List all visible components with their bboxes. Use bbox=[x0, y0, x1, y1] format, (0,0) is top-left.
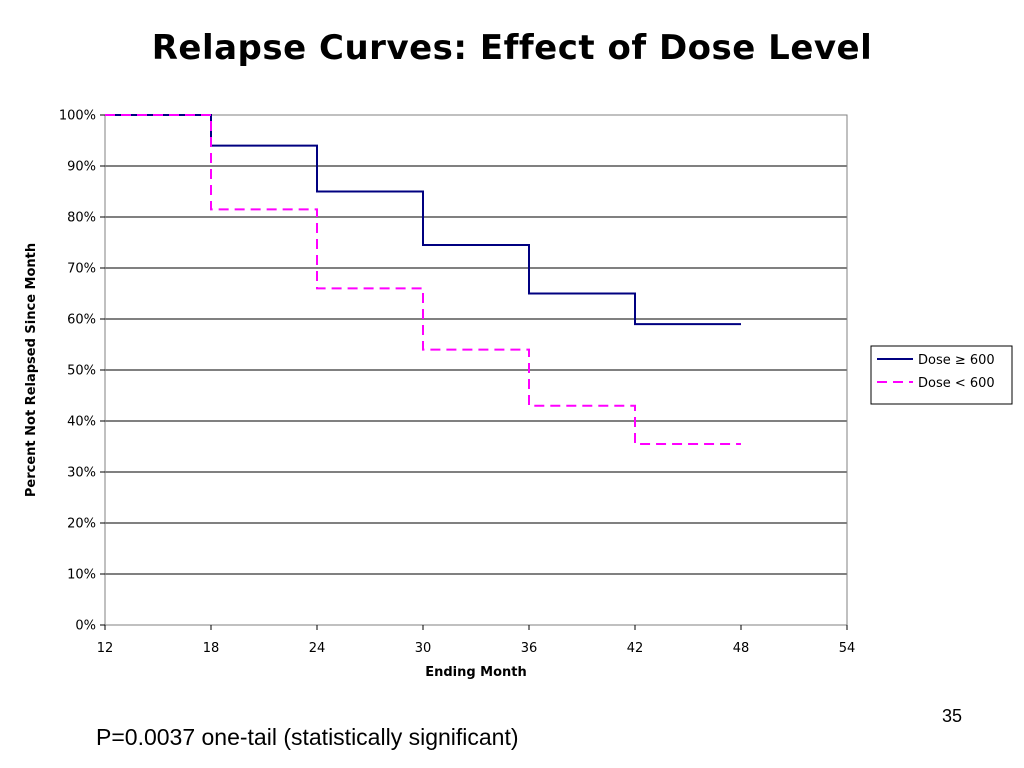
x-tick-label: 30 bbox=[415, 641, 432, 656]
x-tick-labels: 12 18 24 30 36 42 48 54 bbox=[97, 625, 856, 656]
y-tick-label: 20% bbox=[67, 517, 96, 532]
y-tick-label: 60% bbox=[67, 313, 96, 328]
series-line-2 bbox=[105, 114, 741, 445]
x-tick-label: 12 bbox=[97, 641, 114, 656]
slide-title: Relapse Curves: Effect of Dose Level bbox=[151, 28, 873, 68]
y-tick-label: 80% bbox=[67, 211, 96, 226]
slide-number: 35 bbox=[941, 706, 962, 726]
y-tick-label: 50% bbox=[67, 364, 96, 379]
x-tick-label: 42 bbox=[627, 641, 644, 656]
legend: Dose ≥ 600 Dose < 600 bbox=[870, 345, 1013, 405]
x-tick-label: 18 bbox=[203, 641, 220, 656]
footnote: P=0.0037 one-tail (statistically signifi… bbox=[96, 724, 519, 750]
relapse-chart: 0% 10% 20% 30% 40% 50% 60% 70% 80% 90% 100% 12 18 24… bbox=[24, 109, 1013, 680]
grid-layer bbox=[104, 115, 847, 626]
y-tick-label: 10% bbox=[67, 568, 96, 583]
x-tick-label: 54 bbox=[839, 641, 856, 656]
y-tick-label: 30% bbox=[67, 466, 96, 481]
legend-label: Dose < 600 bbox=[918, 376, 995, 391]
x-tick-label: 36 bbox=[521, 641, 538, 656]
y-tick-label: 90% bbox=[67, 160, 96, 175]
legend-box bbox=[870, 345, 1013, 405]
series-layer bbox=[105, 114, 741, 445]
y-tick-label: 100% bbox=[59, 109, 96, 124]
y-tick-labels: 0% 10% 20% 30% 40% 50% 60% 70% 80% 90% 100% bbox=[59, 109, 105, 634]
y-tick-label: 40% bbox=[67, 415, 96, 430]
legend-label: Dose ≥ 600 bbox=[918, 353, 995, 368]
y-tick-label: 0% bbox=[75, 619, 96, 634]
series-line-1 bbox=[105, 114, 741, 326]
y-tick-label: 70% bbox=[67, 262, 96, 277]
y-axis-label: Percent Not Relapsed Since Month bbox=[24, 243, 39, 497]
x-tick-label: 24 bbox=[309, 641, 326, 656]
x-axis-label: Ending Month bbox=[425, 665, 527, 680]
x-tick-label: 48 bbox=[733, 641, 750, 656]
